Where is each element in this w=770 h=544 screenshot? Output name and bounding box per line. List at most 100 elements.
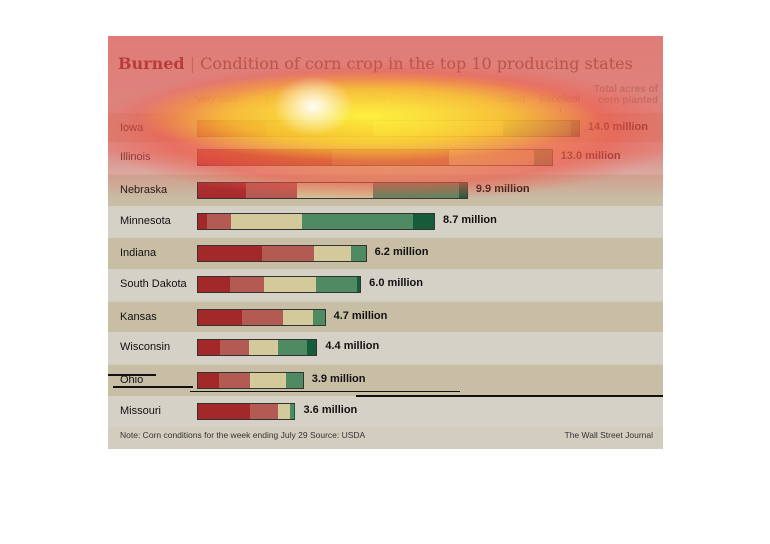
bar-segment-very-poor — [198, 246, 262, 261]
bar-segment-excellent — [306, 340, 317, 355]
state-label: Wisconsin — [120, 341, 171, 353]
acres-label: 6.2 million — [374, 246, 429, 258]
bar-segment-very-poor — [198, 214, 208, 229]
bar-segment-good — [289, 404, 294, 419]
row-kansas: Kansas 4.7 million — [108, 302, 663, 333]
acres-label: 4.7 million — [333, 310, 388, 322]
stacked-bar — [197, 372, 304, 389]
acres-label: 13.0 million — [560, 150, 621, 162]
bar-segment-poor — [220, 340, 249, 355]
row-minnesota: Minnesota 8.7 million — [108, 206, 663, 237]
bar-segment-fair — [449, 150, 534, 165]
state-label: Indiana — [120, 247, 157, 259]
bar-segment-good — [372, 183, 459, 198]
bar-segment-excellent — [571, 121, 579, 136]
bar-segment-poor — [261, 246, 314, 261]
bar-segment-good — [278, 340, 307, 355]
acres-label: 8.7 million — [443, 214, 497, 226]
bar-segment-fair — [313, 246, 351, 261]
bar-segment-good — [533, 150, 552, 165]
bar-segment-fair — [373, 121, 503, 136]
bar-segment-fair — [278, 404, 290, 419]
ink-line — [113, 386, 193, 388]
stacked-bar — [197, 120, 581, 137]
state-label: Kansas — [120, 311, 157, 323]
row-indiana: Indiana 6.2 million — [108, 238, 663, 269]
stacked-bar — [197, 403, 296, 420]
title-text: Condition of corn crop in the top 10 pro… — [200, 54, 633, 73]
bar-segment-good — [350, 246, 366, 261]
bar-segment-good — [313, 310, 325, 325]
row-illinois: Illinois 13.0 million — [108, 142, 663, 173]
acres-label: 4.4 million — [325, 340, 380, 352]
bar-segment-fair — [264, 277, 317, 292]
row-iowa: Iowa 14.0 million — [108, 113, 663, 144]
state-label: Missouri — [120, 405, 161, 417]
state-label: Ohio — [120, 374, 144, 386]
row-missouri: Missouri 3.6 million — [108, 396, 663, 427]
bar-segment-very-poor — [198, 310, 243, 325]
acres-label: 3.9 million — [311, 373, 366, 385]
bar-segment-fair — [250, 373, 286, 388]
condition-label: Very poor — [195, 94, 239, 105]
bar-segment-excellent — [356, 277, 361, 292]
bar-segment-fair — [282, 310, 314, 325]
bar-segment-poor — [242, 310, 283, 325]
acres-label: 3.6 million — [303, 404, 358, 416]
bar-segment-excellent — [412, 214, 434, 229]
bar-segment-very-poor — [198, 183, 247, 198]
row-ohio: Ohio 3.9 million — [108, 365, 663, 396]
bar-segment-very-poor — [198, 150, 333, 165]
ink-line — [356, 395, 663, 397]
acres-label: 9.9 million — [475, 183, 530, 195]
bar-segment-good — [316, 277, 357, 292]
stacked-bar — [197, 276, 362, 293]
acres-header: Total acres of corn planted — [593, 84, 658, 106]
title-bold: Burned — [118, 54, 185, 73]
bar-segment-fair — [297, 183, 373, 198]
bar-segment-very-poor — [198, 340, 221, 355]
bar-segment-excellent — [458, 183, 467, 198]
state-label: Illinois — [120, 151, 151, 163]
row-wisconsin: Wisconsin 4.4 million — [108, 332, 663, 363]
bar-segment-very-poor — [198, 121, 267, 136]
condition-label: Good — [500, 94, 526, 105]
bar-segment-very-poor — [198, 373, 219, 388]
bar-segment-good — [301, 214, 413, 229]
stacked-bar — [197, 213, 436, 230]
ink-line — [108, 374, 156, 376]
row-nebraska: Nebraska 9.9 million — [108, 175, 663, 206]
bar-segment-very-poor — [198, 404, 251, 419]
chart-title: Burned | Condition of corn crop in the t… — [118, 54, 633, 73]
stacked-bar — [197, 309, 326, 326]
credit: The Wall Street Journal — [564, 430, 654, 440]
condition-label: Excellent — [539, 94, 581, 105]
bar-segment-poor — [218, 373, 251, 388]
state-label: South Dakota — [120, 278, 187, 290]
stacked-bar — [197, 245, 367, 262]
bar-segment-good — [502, 121, 572, 136]
note: Note: Corn conditions for the week endin… — [120, 430, 366, 440]
ink-line — [190, 391, 460, 392]
bar-segment-poor — [230, 277, 265, 292]
acres-label: 6.0 million — [369, 277, 423, 289]
row-south-dakota: South Dakota 6.0 million — [108, 269, 663, 300]
bar-segment-poor — [207, 214, 232, 229]
stacked-bar — [197, 339, 318, 356]
bar-segment-good — [285, 373, 303, 388]
bar-segment-fair — [248, 340, 279, 355]
stacked-bar — [197, 149, 553, 166]
bar-segment-poor — [250, 404, 279, 419]
title-divider: | — [189, 54, 196, 73]
state-label: Nebraska — [120, 184, 168, 196]
stacked-bar — [197, 182, 468, 199]
bar-segment-very-poor — [198, 277, 231, 292]
acres-label: 14.0 million — [588, 121, 648, 133]
condition-label: Poor — [265, 94, 287, 105]
bar-segment-fair — [231, 214, 302, 229]
state-label: Iowa — [120, 122, 144, 134]
condition-label: Fair — [369, 94, 387, 105]
bar-segment-poor — [266, 121, 374, 136]
bar-segment-poor — [332, 150, 450, 165]
bar-segment-excellent — [293, 404, 295, 419]
